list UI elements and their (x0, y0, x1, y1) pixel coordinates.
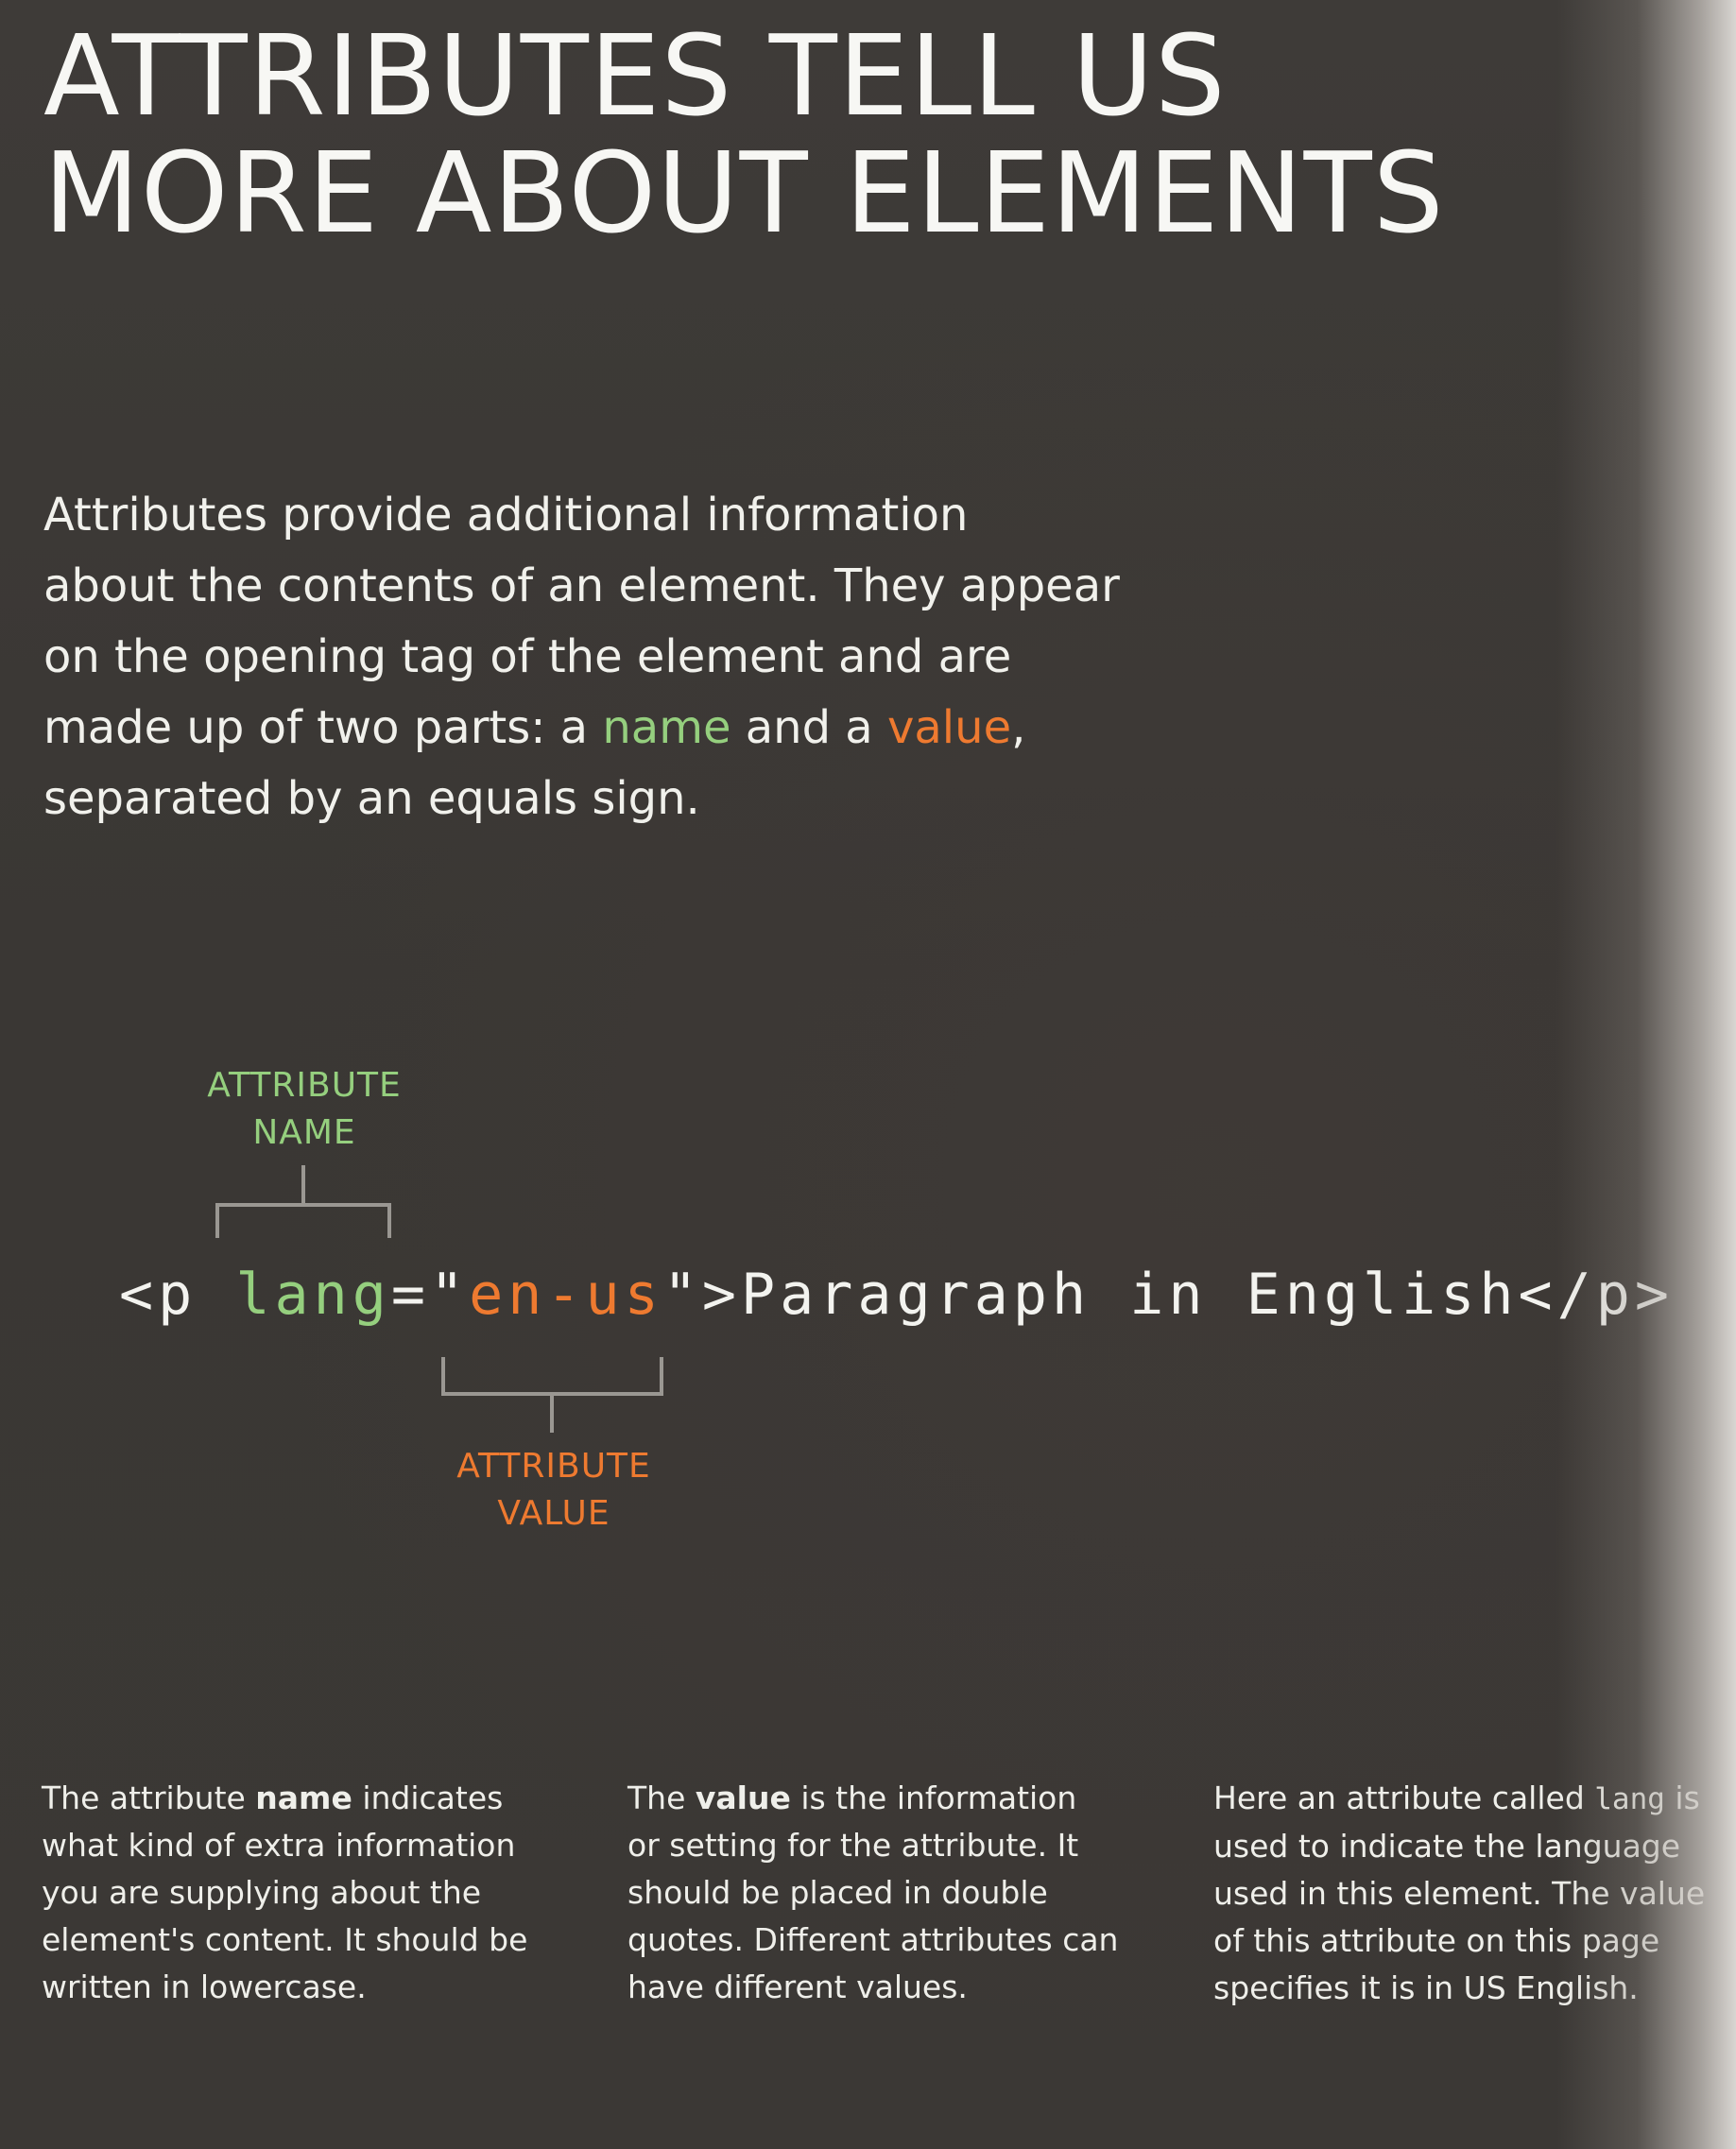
intro-line-4-start: made up of two parts: a (43, 701, 603, 754)
col3-code-lang: lang (1594, 1782, 1665, 1816)
attribute-name-label: ATTRIBUTE NAME (189, 1062, 420, 1157)
col2-bold-value: value (695, 1779, 791, 1816)
col1-line-1-post: indicates (352, 1779, 504, 1816)
code-attribute-value: en-us (469, 1262, 663, 1328)
column-name-explanation: The attribute name indicates what kind o… (42, 1775, 571, 2011)
attribute-value-label: ATTRIBUTE VALUE (438, 1443, 669, 1538)
column-value-explanation: The value is the information or setting … (627, 1775, 1157, 2011)
code-attribute-name: lang (235, 1262, 391, 1328)
intro-line-4-mid: and a (730, 701, 887, 754)
attribute-name-label-line-1: ATTRIBUTE (207, 1066, 402, 1105)
name-bracket (215, 1165, 391, 1238)
col3-line-5: specifies it is in US English. (1213, 1969, 1639, 2006)
col2-line-3: should be placed in double (627, 1874, 1048, 1911)
intro-line-3: on the opening tag of the element and ar… (43, 630, 1012, 683)
attribute-value-label-line-1: ATTRIBUTE (456, 1447, 651, 1486)
col1-line-3: you are supplying about the (42, 1874, 482, 1911)
intro-value-highlight: value (886, 701, 1012, 754)
code-equals: =" (390, 1262, 470, 1328)
title-line-2: MORE ABOUT ELEMENTS (43, 128, 1445, 258)
intro-line-4: made up of two parts: a name and a value… (43, 693, 1177, 764)
col3-line-2: used to indicate the language (1213, 1828, 1681, 1865)
intro-paragraph: Attributes provide additional informatio… (43, 480, 1177, 834)
attribute-value-label-line-2: VALUE (497, 1494, 610, 1533)
col2-line-5: have different values. (627, 1968, 968, 2005)
col1-line-4: element's content. It should be (42, 1921, 528, 1958)
col3-line-1-pre: Here an attribute called (1213, 1779, 1595, 1816)
intro-line-2: about the contents of an element. They a… (43, 559, 1120, 612)
col1-line-5: written in lowercase. (42, 1968, 367, 2005)
page-title: ATTRIBUTES TELL US MORE ABOUT ELEMENTS (43, 17, 1445, 251)
intro-name-highlight: name (602, 701, 731, 754)
col1-line-2: what kind of extra information (42, 1827, 516, 1864)
column-lang-example: Here an attribute called lang is used to… (1213, 1775, 1736, 2012)
code-close: ">Paragraph in English</p> (662, 1262, 1674, 1328)
col2-line-1: The value is the information (627, 1775, 1157, 1822)
intro-line-1: Attributes provide additional informatio… (43, 489, 969, 542)
col2-line-1-pre: The (627, 1779, 696, 1816)
col1-line-1-pre: The attribute (42, 1779, 256, 1816)
col1-line-1: The attribute name indicates (42, 1775, 571, 1822)
code-open-tag: <p (119, 1262, 236, 1328)
col2-line-1-post: is the information (790, 1779, 1077, 1816)
col3-line-3: used in this element. The value (1213, 1875, 1706, 1912)
value-bracket (441, 1357, 663, 1433)
code-sample: <p lang="en-us">Paragraph in English</p> (119, 1257, 1674, 1332)
intro-line-4-end: , (1011, 701, 1026, 754)
intro-line-5: separated by an equals sign. (43, 772, 700, 825)
attribute-name-label-line-2: NAME (252, 1113, 356, 1152)
col2-line-4: quotes. Different attributes can (627, 1921, 1119, 1958)
title-line-1: ATTRIBUTES TELL US (43, 10, 1227, 141)
col3-line-4: of this attribute on this page (1213, 1922, 1660, 1959)
col3-line-1: Here an attribute called lang is (1213, 1775, 1736, 1823)
col3-line-1-post: is (1664, 1779, 1700, 1816)
col2-line-2: or setting for the attribute. It (627, 1827, 1079, 1864)
col1-bold-name: name (255, 1779, 352, 1816)
